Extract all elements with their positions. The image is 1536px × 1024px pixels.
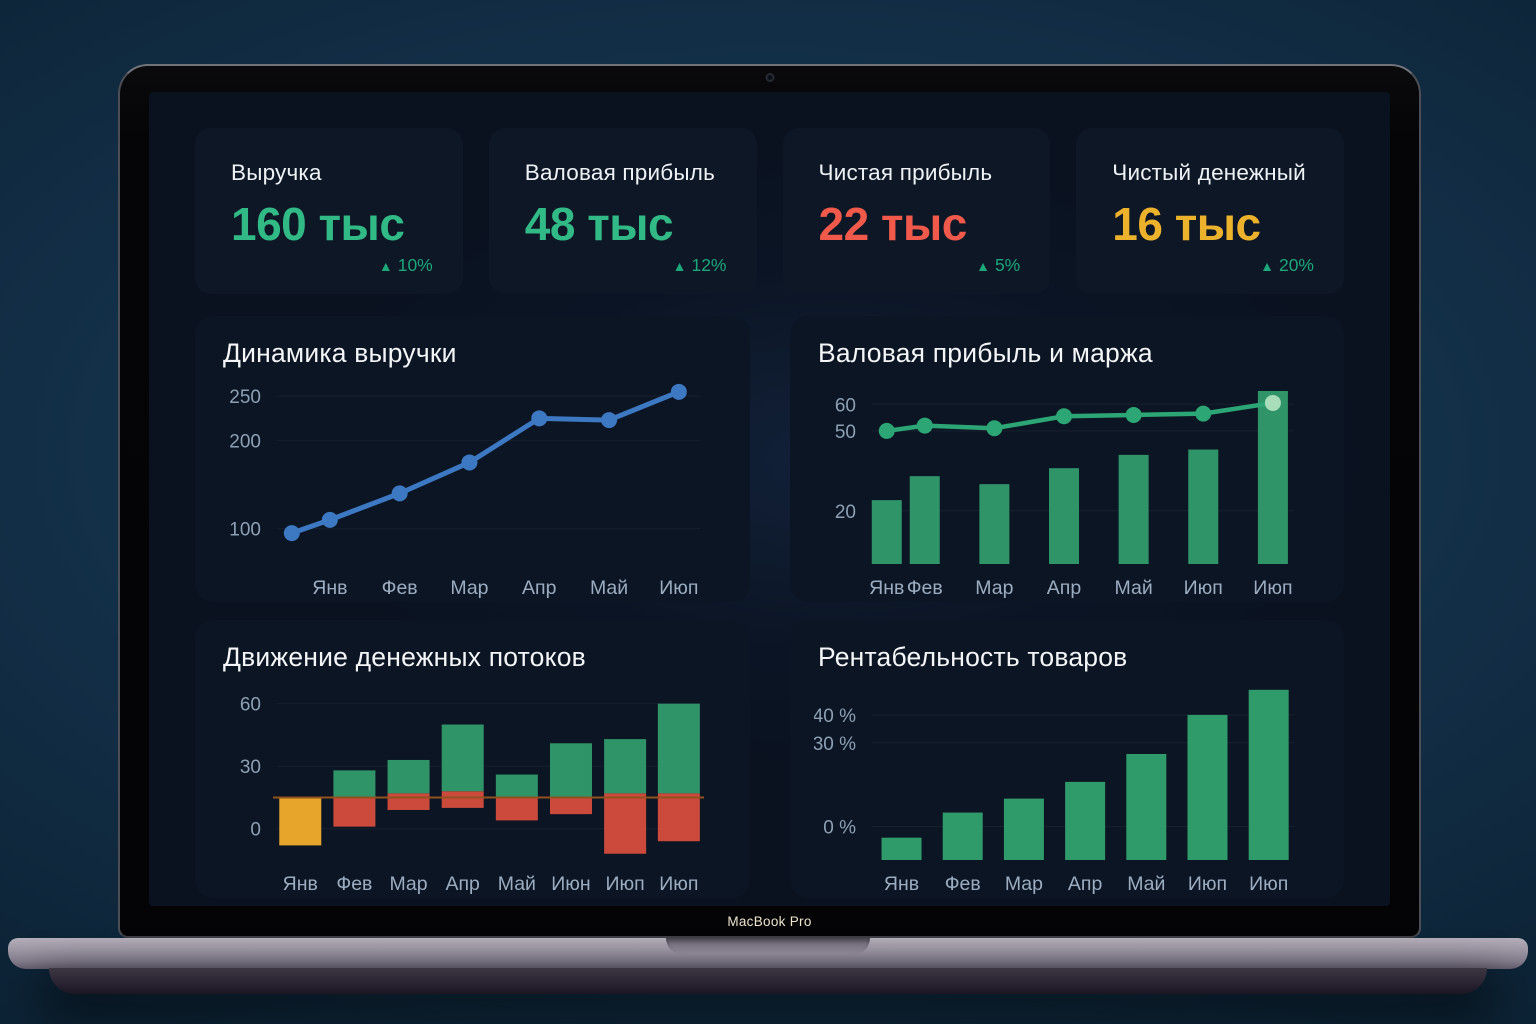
- kpi-delta: ▲ 5%: [976, 255, 1020, 276]
- svg-text:Янв: Янв: [869, 577, 904, 599]
- svg-text:20: 20: [835, 502, 856, 523]
- svg-text:Май: Май: [1127, 873, 1165, 895]
- kpi-row: Выручка 160 тыс ▲ 10% Валовая прибыль 48…: [195, 128, 1344, 294]
- svg-text:Мар: Мар: [1005, 873, 1043, 895]
- laptop-notch: [666, 938, 870, 954]
- revenue-trend-panel: Динамика выручки 100 200 250 Янв Фев Мар Апр Ма…: [195, 316, 750, 602]
- svg-text:40 %: 40 %: [814, 706, 856, 727]
- device-label: MacBook Pro: [727, 914, 812, 929]
- kpi-value: 48 тыс: [524, 198, 674, 250]
- svg-text:Июп: Июп: [659, 873, 698, 895]
- svg-text:Апр: Апр: [1047, 577, 1082, 599]
- kpi-delta-value: 12%: [691, 255, 727, 275]
- svg-text:Янв: Янв: [884, 873, 919, 895]
- kpi-delta: ▲ 12%: [673, 255, 727, 276]
- svg-text:200: 200: [229, 431, 261, 452]
- svg-text:Май: Май: [1115, 577, 1153, 599]
- kpi-card-net-cash: Чистый денежный 16 тыс ▲ 20%: [1076, 128, 1344, 294]
- svg-text:30 %: 30 %: [814, 734, 856, 755]
- laptop-base-bottom: [49, 968, 1487, 994]
- svg-text:Мар: Мар: [450, 577, 488, 599]
- svg-text:30: 30: [240, 757, 261, 778]
- svg-text:Июп: Июп: [1184, 577, 1223, 599]
- svg-text:Май: Май: [498, 873, 536, 895]
- svg-text:0 %: 0 %: [823, 818, 856, 839]
- kpi-delta-value: 20%: [1278, 255, 1314, 275]
- svg-text:50: 50: [835, 422, 856, 443]
- svg-text:Апр: Апр: [1068, 873, 1103, 895]
- cash-flow-chart: 0 30 60 Янв Фев Мар Апр Май Июн Июп Июп: [219, 677, 730, 898]
- gross-profit-margin-panel: Валовая прибыль и маржа 20 50 60 Янв Фев Мар А…: [790, 316, 1344, 602]
- svg-text:Янв: Янв: [283, 873, 318, 895]
- cash-flow-panel: Движение денежных потоков 0 30 60 Янв Фев Мар…: [195, 620, 750, 898]
- kpi-title: Чистая прибыль: [818, 160, 993, 185]
- svg-text:60: 60: [240, 695, 261, 716]
- camera-icon: [765, 73, 774, 82]
- charts-grid: Динамика выручки 100 200 250 Янв Фев Мар Апр Ма…: [195, 316, 1344, 898]
- svg-text:Апр: Апр: [522, 577, 557, 599]
- kpi-card-revenue: Выручка 160 тыс ▲ 10%: [195, 128, 463, 294]
- kpi-value: 22 тыс: [818, 198, 968, 250]
- chart-title: Движение денежных потоков: [223, 642, 586, 672]
- svg-text:Фев: Фев: [945, 873, 981, 895]
- trend-up-icon: ▲: [378, 257, 393, 274]
- laptop-base: [8, 938, 1528, 969]
- svg-text:Июн: Июн: [551, 873, 590, 895]
- svg-text:Июп: Июп: [1249, 873, 1288, 895]
- chart-title: Рентабельность товаров: [818, 642, 1128, 672]
- chart-title: Валовая прибыль и маржа: [818, 338, 1153, 368]
- svg-text:Мар: Мар: [975, 577, 1013, 599]
- chart-title: Динамика выручки: [223, 338, 457, 368]
- kpi-card-net-profit: Чистая прибыль 22 тыс ▲ 5%: [782, 128, 1051, 294]
- laptop: Выручка 160 тыс ▲ 10% Валовая прибыль 48…: [118, 64, 1421, 938]
- svg-text:Мар: Мар: [389, 873, 427, 895]
- svg-text:Янв: Янв: [312, 577, 347, 599]
- trend-up-icon: ▲: [976, 257, 990, 274]
- svg-text:Апр: Апр: [445, 873, 480, 895]
- trend-up-icon: ▲: [1260, 257, 1274, 274]
- kpi-delta-value: 5%: [994, 255, 1021, 275]
- screen: Выручка 160 тыс ▲ 10% Валовая прибыль 48…: [149, 92, 1390, 906]
- svg-text:100: 100: [229, 520, 261, 541]
- svg-text:Фев: Фев: [907, 577, 943, 599]
- svg-text:60: 60: [835, 395, 856, 416]
- svg-text:0: 0: [250, 820, 261, 841]
- kpi-delta-value: 10%: [397, 255, 433, 275]
- svg-text:Фев: Фев: [382, 577, 418, 599]
- gross-profit-margin-chart: 20 50 60 Янв Фев Мар Апр Май Июп Июп: [814, 373, 1324, 602]
- kpi-title: Выручка: [231, 160, 322, 185]
- kpi-title: Чистый денежный: [1112, 160, 1306, 185]
- kpi-delta: ▲ 10%: [379, 255, 433, 276]
- profitability-bar-chart: 0 % 30 % 40 % Янв Фев Мар Апр Май Июп Июп: [814, 677, 1324, 898]
- svg-text:Июп: Июп: [606, 873, 645, 895]
- kpi-value: 16 тыс: [1112, 198, 1261, 250]
- svg-text:Май: Май: [590, 577, 628, 599]
- trend-up-icon: ▲: [672, 257, 687, 274]
- kpi-delta: ▲ 20%: [1260, 255, 1314, 276]
- kpi-value: 160 тыс: [231, 198, 405, 250]
- kpi-card-gross-profit: Валовая прибыль 48 тыс ▲ 12%: [488, 128, 757, 294]
- svg-text:Июп: Июп: [1188, 873, 1227, 895]
- svg-text:250: 250: [229, 387, 261, 408]
- svg-text:Июп: Июп: [659, 577, 698, 599]
- product-profitability-panel: Рентабельность товаров 0 % 30 % 40 % Янв Фев…: [790, 620, 1344, 898]
- kpi-title: Валовая прибыль: [524, 160, 715, 185]
- svg-text:Фев: Фев: [336, 873, 372, 895]
- revenue-line-chart: 100 200 250 Янв Фев Мар Апр Май Июп: [219, 373, 730, 602]
- svg-text:Июп: Июп: [1253, 577, 1292, 599]
- dashboard: Выручка 160 тыс ▲ 10% Валовая прибыль 48…: [149, 92, 1390, 906]
